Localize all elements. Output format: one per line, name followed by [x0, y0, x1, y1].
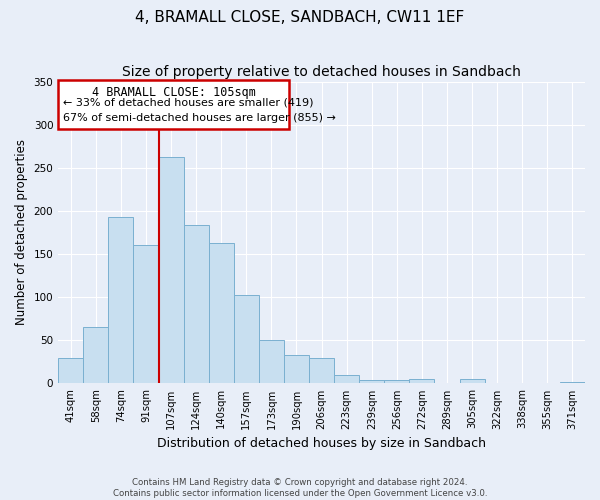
Text: 4, BRAMALL CLOSE, SANDBACH, CW11 1EF: 4, BRAMALL CLOSE, SANDBACH, CW11 1EF [136, 10, 464, 25]
Bar [133, 246, 158, 384]
Text: Contains HM Land Registry data © Crown copyright and database right 2024.
Contai: Contains HM Land Registry data © Crown c… [113, 478, 487, 498]
Bar [184, 224, 209, 384]
Bar [58, 358, 83, 384]
Title: Size of property relative to detached houses in Sandbach: Size of property relative to detached ho… [122, 65, 521, 79]
Text: 4 BRAMALL CLOSE: 105sqm: 4 BRAMALL CLOSE: 105sqm [92, 86, 256, 99]
Bar [385, 380, 409, 384]
Text: ← 33% of detached houses are smaller (419): ← 33% of detached houses are smaller (41… [63, 98, 314, 108]
Bar [259, 340, 284, 384]
Bar [158, 158, 184, 384]
Bar [234, 294, 259, 384]
Bar [109, 217, 133, 384]
Y-axis label: Number of detached properties: Number of detached properties [15, 140, 28, 326]
Bar [359, 380, 385, 384]
Bar [309, 358, 334, 384]
Bar [334, 375, 359, 384]
Bar [460, 379, 485, 384]
Bar [284, 355, 309, 384]
Bar [83, 328, 109, 384]
Bar [560, 382, 585, 384]
Text: 67% of semi-detached houses are larger (855) →: 67% of semi-detached houses are larger (… [63, 113, 336, 123]
Bar [409, 379, 434, 384]
Bar [58, 80, 289, 129]
X-axis label: Distribution of detached houses by size in Sandbach: Distribution of detached houses by size … [157, 437, 486, 450]
Bar [209, 243, 234, 384]
